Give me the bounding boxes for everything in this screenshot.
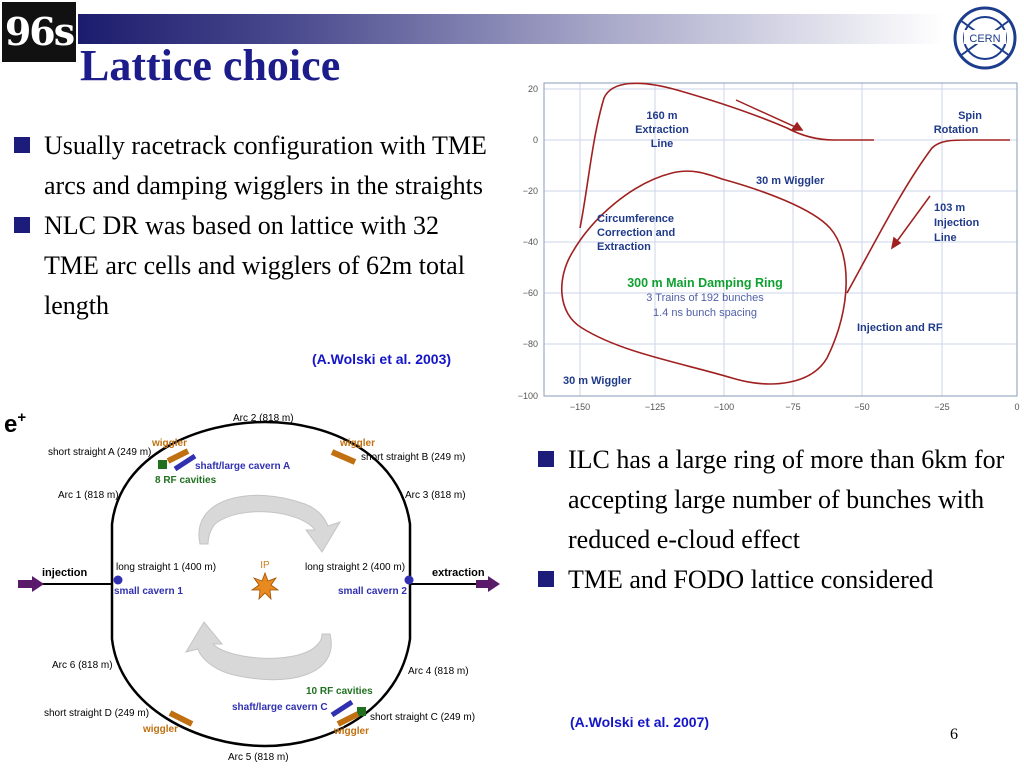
svg-text:103 m: 103 m [934, 202, 965, 214]
svg-text:shaft/large cavern C: shaft/large cavern C [232, 702, 328, 713]
svg-text:Line: Line [651, 138, 674, 150]
plot-grid [544, 83, 1018, 397]
bullet-racetrack: Usually racetrack configuration with TME… [14, 126, 514, 206]
svg-text:shaft/large cavern A: shaft/large cavern A [195, 461, 290, 472]
svg-text:short straight A (249 m): short straight A (249 m) [48, 447, 151, 458]
svg-text:Spin: Spin [958, 110, 982, 122]
svg-text:160 m: 160 m [646, 110, 677, 122]
reference-nlc: (A.Wolski et al. 2003) [312, 351, 452, 367]
plot-labels: 160 m Extraction Line Spin Rotation 30 m… [563, 110, 982, 387]
svg-text:injection: injection [42, 567, 88, 579]
nlc-damping-ring-plot: 20 0 −20 −40 −60 −80 −100 −150 −125 −100… [512, 78, 1024, 416]
svg-text:Arc 4 (818 m): Arc 4 (818 m) [408, 666, 469, 677]
svg-text:wiggler: wiggler [142, 724, 178, 735]
svg-text:10 RF cavities: 10 RF cavities [306, 686, 373, 697]
header-gradient-bar [78, 14, 944, 44]
svg-text:wiggler: wiggler [339, 438, 375, 449]
plot-frame [543, 82, 1018, 397]
svg-text:wiggler: wiggler [151, 438, 187, 449]
right-bullet-list: ILC has a large ring of more than 6km fo… [538, 440, 1018, 600]
svg-text:small cavern 2: small cavern 2 [338, 586, 407, 597]
svg-text:short straight C (249 m): short straight C (249 m) [370, 712, 475, 723]
svg-text:Arc 5 (818 m): Arc 5 (818 m) [228, 752, 289, 763]
bullet-tme-fodo: TME and FODO lattice considered [538, 560, 1018, 600]
component-labels: wiggler wiggler wiggler wiggler shaft/la… [42, 438, 485, 737]
svg-text:long straight 1 (400 m): long straight 1 (400 m) [116, 562, 216, 573]
slide-title: Lattice choice [80, 41, 341, 90]
bullet-nlc-dr: NLC DR was based on lattice with 32 TME … [14, 206, 494, 326]
svg-text:−150: −150 [570, 402, 590, 412]
y-axis-ticks: 20 0 −20 −40 −60 −80 −100 [518, 84, 538, 401]
circulation-arrows [184, 494, 342, 681]
svg-text:Circumference: Circumference [597, 213, 674, 225]
cern-logo: CERN [950, 2, 1020, 74]
svg-text:20: 20 [528, 84, 538, 94]
svg-text:−20: −20 [523, 186, 538, 196]
svg-text:Line: Line [934, 232, 957, 244]
ring-labels: Arc 2 (818 m) short straight A (249 m) s… [44, 413, 475, 763]
conference-logo: 96s [2, 2, 76, 62]
svg-text:0: 0 [1014, 402, 1019, 412]
svg-text:Extraction: Extraction [597, 241, 651, 253]
svg-text:Injection and RF: Injection and RF [857, 322, 943, 334]
svg-text:1.4 ns bunch spacing: 1.4 ns bunch spacing [653, 307, 757, 319]
svg-text:−75: −75 [785, 402, 800, 412]
svg-text:short straight B (249 m): short straight B (249 m) [361, 452, 465, 463]
svg-text:CERN: CERN [969, 33, 1000, 45]
page-number: 6 [950, 726, 958, 743]
ring-outline [110, 420, 412, 748]
extraction-arrow [476, 576, 500, 592]
svg-text:Arc 6 (818 m): Arc 6 (818 m) [52, 660, 113, 671]
svg-text:0: 0 [533, 135, 538, 145]
lattice-paths [561, 82, 1010, 385]
ip-star [250, 571, 280, 601]
svg-text:small cavern 1: small cavern 1 [114, 586, 183, 597]
svg-text:−80: −80 [523, 339, 538, 349]
svg-text:Arc 1 (818 m): Arc 1 (818 m) [58, 490, 119, 501]
svg-text:8 RF cavities: 8 RF cavities [155, 475, 217, 486]
svg-text:Correction and: Correction and [597, 227, 675, 239]
ring-hardware [113, 448, 414, 727]
svg-text:−60: −60 [523, 288, 538, 298]
svg-text:300 m Main Damping Ring: 300 m Main Damping Ring [627, 276, 783, 290]
ip-label: IP [260, 560, 270, 571]
svg-text:Injection: Injection [934, 217, 980, 229]
svg-text:30 m Wiggler: 30 m Wiggler [756, 175, 825, 187]
main-ring-path [561, 170, 847, 385]
svg-text:−100: −100 [518, 391, 538, 401]
bullet-ilc-ring: ILC has a large ring of more than 6km fo… [538, 440, 1018, 560]
svg-text:extraction: extraction [432, 567, 485, 579]
svg-text:Arc 2 (818 m): Arc 2 (818 m) [233, 413, 294, 424]
svg-text:−50: −50 [854, 402, 869, 412]
svg-text:−100: −100 [714, 402, 734, 412]
ilc-damping-ring-diagram: e+ IP Arc 2 (818 m) short straight A (24… [4, 409, 500, 763]
svg-text:Extraction: Extraction [635, 124, 689, 136]
flow-arrows [735, 99, 931, 250]
left-bullet-list: Usually racetrack configuration with TME… [14, 126, 514, 326]
positron-label: e+ [4, 409, 26, 438]
svg-text:wiggler: wiggler [333, 726, 369, 737]
svg-text:−125: −125 [645, 402, 665, 412]
injection-line-path [846, 139, 1010, 294]
reference-ilc: (A.Wolski et al. 2007) [570, 714, 710, 730]
svg-text:30 m Wiggler: 30 m Wiggler [563, 375, 632, 387]
svg-text:short straight D (249 m): short straight D (249 m) [44, 708, 149, 719]
svg-text:Arc 3 (818 m): Arc 3 (818 m) [405, 490, 466, 501]
svg-text:−25: −25 [934, 402, 949, 412]
injection-arrow [18, 576, 44, 592]
svg-text:−40: −40 [523, 237, 538, 247]
extraction-line-path [579, 82, 874, 229]
svg-text:long straight 2 (400 m): long straight 2 (400 m) [305, 562, 405, 573]
svg-text:Rotation: Rotation [934, 124, 979, 136]
x-axis-ticks: −150 −125 −100 −75 −50 −25 0 [570, 402, 1020, 412]
svg-text:3 Trains of 192 bunches: 3 Trains of 192 bunches [646, 292, 764, 304]
